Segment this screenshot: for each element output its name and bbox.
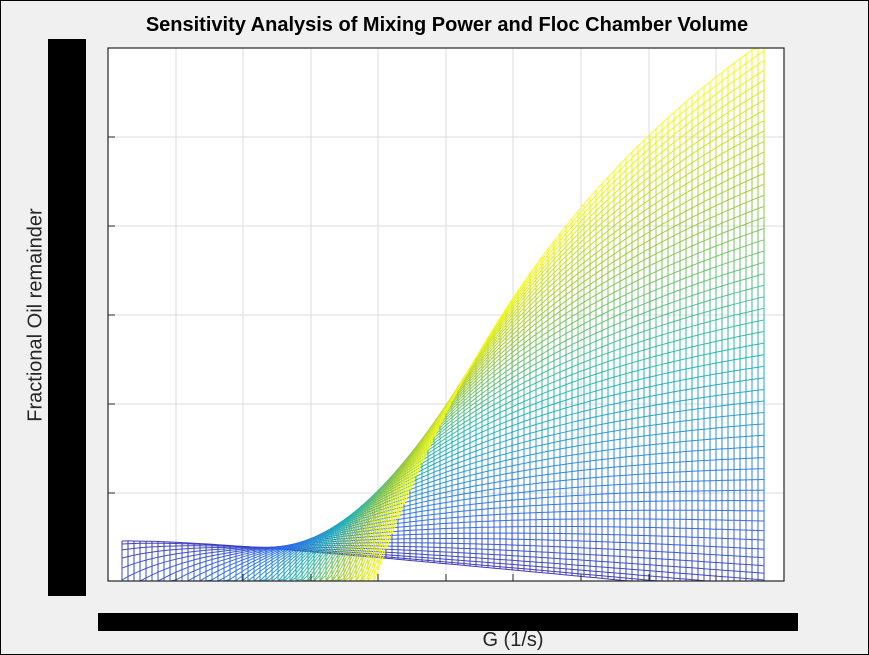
series-line	[122, 538, 765, 582]
series-line	[122, 542, 765, 582]
x-tick-labels-redaction	[98, 613, 798, 631]
chart-title: Sensitivity Analysis of Mixing Power and…	[145, 14, 749, 36]
series-line	[122, 526, 765, 582]
y-tick-labels-redaction	[48, 39, 86, 596]
series-line	[121, 545, 765, 581]
series-line	[121, 545, 764, 582]
vertical-line-group	[121, 48, 765, 581]
series-line	[122, 509, 765, 582]
x-axis-label: G (1/s)	[482, 629, 544, 651]
series-line	[122, 500, 764, 582]
series-line	[121, 546, 765, 574]
series-line	[122, 518, 765, 582]
series-line	[122, 532, 765, 582]
y-axis-label: Fractional Oil remainder	[24, 208, 47, 422]
tick-group	[107, 47, 785, 582]
series-line	[122, 489, 765, 582]
series-line	[121, 546, 765, 581]
